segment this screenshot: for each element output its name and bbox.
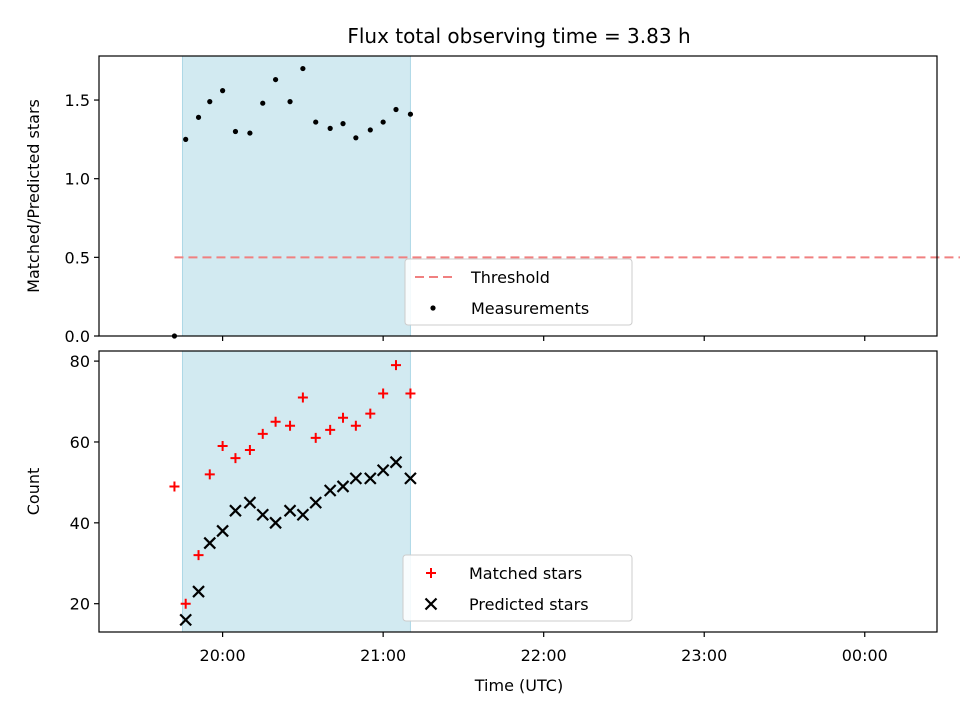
predicted-star-marker [192, 585, 205, 598]
measurement-point [220, 88, 226, 94]
measurement-point [313, 119, 319, 125]
predicted-star-marker [349, 472, 363, 485]
measurement-point [393, 106, 399, 113]
predicted-star-marker [424, 597, 438, 611]
predicted-star-marker [179, 613, 192, 627]
measurement-point [300, 65, 306, 72]
y-axis-title: Count [24, 468, 43, 516]
legend-label: Predicted stars [469, 595, 589, 614]
y-tick-label: 0.5 [65, 248, 90, 267]
measurement-point [232, 128, 239, 135]
matched-star-marker [405, 388, 416, 399]
measurement-point [367, 127, 373, 133]
measurement-point [195, 114, 202, 120]
axes-frame [98, 55, 938, 337]
legend-label: Measurements [471, 299, 589, 318]
y-tick-label: 1.0 [65, 170, 90, 189]
matched-star-marker [390, 360, 401, 371]
matched-star-marker [217, 441, 228, 452]
measurement-point [272, 76, 279, 83]
x-axis-title: Time (UTC) [474, 676, 563, 695]
predicted-star-marker [309, 496, 323, 509]
chart-title: Flux total observing time = 3.83 h [347, 24, 690, 48]
predicted-star-marker [336, 480, 350, 493]
predicted-star-marker [296, 508, 310, 522]
y-tick-label: 60 [70, 433, 90, 452]
matched-star-marker [204, 469, 215, 480]
predicted-star-marker [323, 484, 337, 497]
predicted-star-marker [376, 463, 390, 477]
y-tick-label: 40 [70, 514, 90, 533]
predicted-star-marker [203, 536, 217, 550]
matched-star-marker [169, 481, 180, 492]
observing-span [181, 350, 411, 633]
measurement-point [287, 99, 293, 105]
predicted-star-marker [229, 504, 242, 517]
measurement-point [430, 305, 436, 311]
predicted-star-marker [283, 504, 297, 517]
y-axis-title: Matched/Predicted stars [24, 99, 43, 293]
y-tick-label: 1.5 [65, 91, 90, 110]
predicted-star-marker [269, 516, 282, 530]
y-tick-label: 0.0 [65, 327, 90, 346]
matched-star-marker [350, 420, 361, 431]
predicted-star-marker [364, 472, 377, 485]
legend-label: Threshold [470, 268, 550, 287]
x-tick-label: 22:00 [521, 646, 567, 665]
measurement-point [380, 119, 386, 125]
measurement-point [207, 99, 213, 105]
predicted-star-marker [256, 508, 270, 522]
predicted-star-marker [216, 524, 229, 538]
legend-label: Matched stars [469, 564, 582, 583]
predicted-star-marker [243, 496, 257, 509]
axes-frame [98, 350, 938, 633]
measurement-point [407, 111, 414, 117]
matched-star-marker [285, 420, 296, 431]
measurement-point [260, 100, 266, 106]
matched-star-marker [257, 428, 268, 439]
x-tick-label: 23:00 [681, 646, 727, 665]
matched-star-marker [244, 445, 255, 456]
x-tick-label: 00:00 [842, 646, 888, 665]
ratio-panel: 0.0 0.5 1.0 1.5 Matched/Predicted stars Thres… [24, 55, 960, 346]
matched-star-marker [270, 416, 281, 427]
measurement-point [340, 121, 346, 127]
predicted-star-marker [389, 455, 403, 469]
x-tick-label: 20:00 [200, 646, 246, 665]
matched-star-marker [230, 453, 241, 464]
count-panel: 2040608020:0021:0022:0023:0000:0001:0002… [24, 350, 938, 665]
matched-star-marker [426, 568, 436, 578]
measurement-point [353, 135, 359, 141]
legend: Matched stars Predicted stars [402, 554, 633, 622]
matched-star-marker [310, 432, 321, 443]
matched-star-marker [338, 412, 349, 423]
x-tick-label: 21:00 [360, 646, 406, 665]
legend-box [404, 258, 633, 326]
matched-star-marker [297, 392, 308, 403]
matched-star-marker [378, 388, 389, 399]
legend: Threshold Measurements [404, 258, 633, 326]
matched-star-marker [365, 408, 376, 419]
measurement-point [183, 136, 189, 142]
measurement-point [327, 125, 333, 131]
matched-star-marker [193, 550, 204, 561]
observing-span [181, 55, 411, 337]
measurement-point [247, 130, 253, 136]
matched-star-marker [180, 598, 191, 609]
legend-box [402, 554, 633, 622]
predicted-star-marker [404, 472, 417, 485]
y-tick-label: 80 [70, 352, 90, 371]
y-tick-label: 20 [70, 595, 90, 614]
matched-star-marker [325, 424, 336, 435]
